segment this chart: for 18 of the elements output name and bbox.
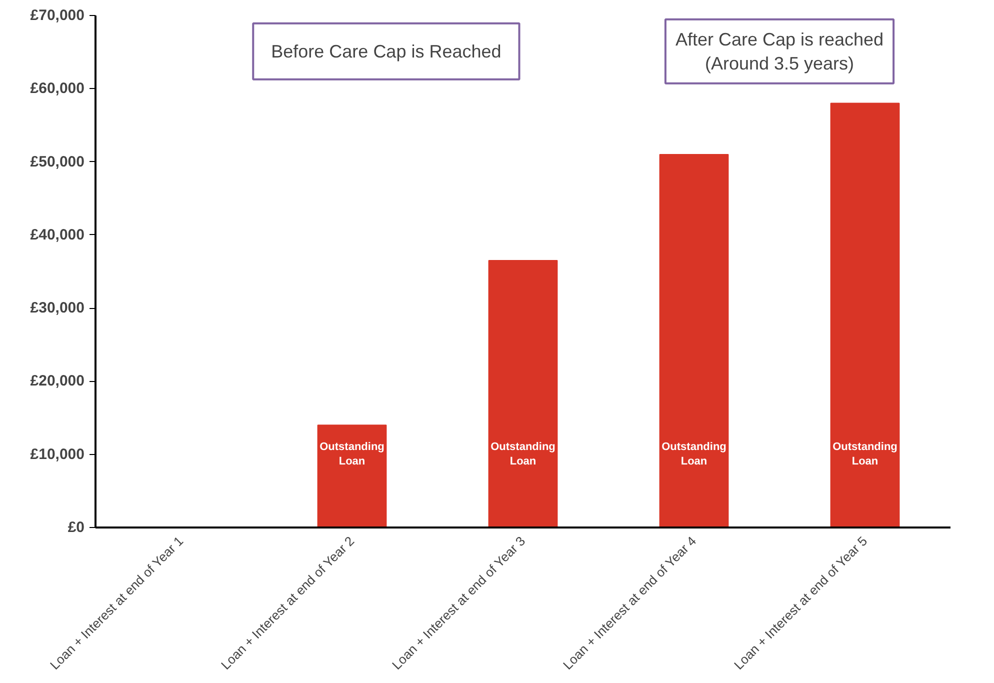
y-tick-label: £10,000 — [30, 446, 85, 463]
y-tick-label: £70,000 — [30, 7, 85, 24]
y-tick-label: £20,000 — [30, 372, 85, 390]
annotation: Before Care Cap is Reached — [271, 41, 502, 62]
annotation: Outstanding Loan — [490, 441, 556, 468]
annotation: Outstanding Loan — [832, 441, 898, 468]
y-tick-label: £50,000 — [30, 153, 85, 170]
bar — [317, 424, 387, 528]
bar — [830, 102, 900, 528]
y-tick-label: £0 — [68, 519, 85, 536]
annotation: After Care Cap is reached (Around 3.5 years) — [675, 29, 884, 74]
y-tick-label: £40,000 — [30, 226, 85, 244]
annotation: Outstanding Loan — [662, 441, 726, 468]
annotation: Outstanding Loan — [320, 441, 384, 468]
bar — [659, 154, 729, 528]
y-tick-label: £30,000 — [30, 300, 85, 317]
bar — [488, 260, 558, 528]
y-tick-label: £60,000 — [30, 80, 85, 98]
